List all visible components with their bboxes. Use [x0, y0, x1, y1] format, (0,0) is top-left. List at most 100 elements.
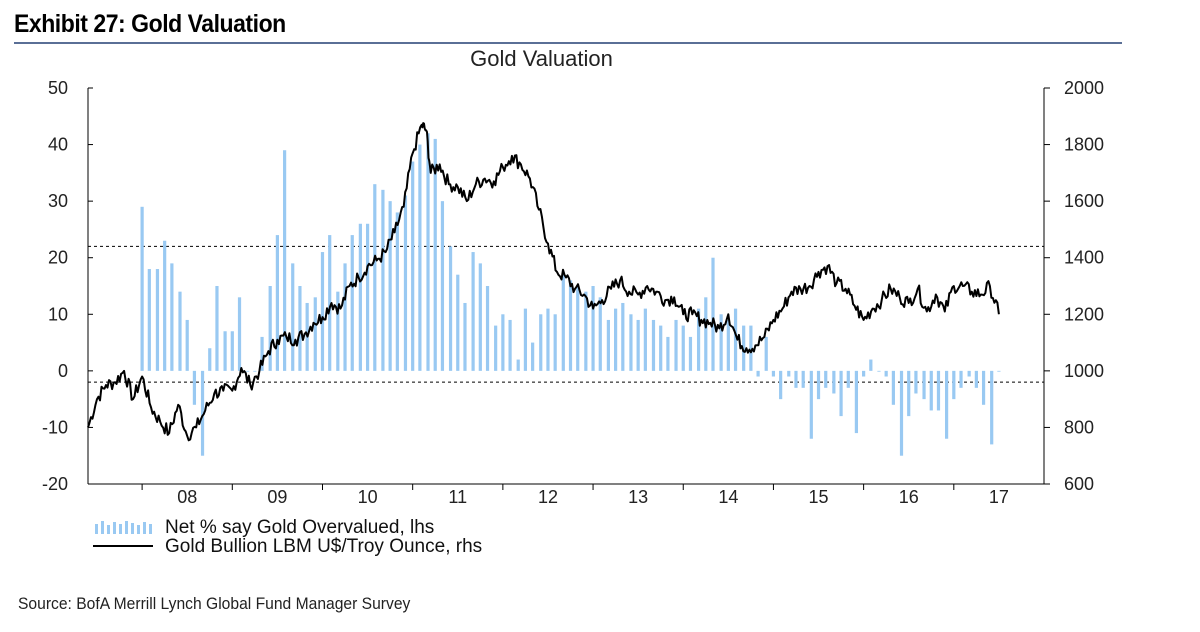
bar-43: [463, 302, 467, 371]
right-tick-label: 600: [1064, 474, 1094, 494]
right-tick-label: 800: [1064, 417, 1094, 437]
bar-19: [283, 150, 287, 371]
bar-18: [275, 235, 279, 371]
bar-68: [651, 319, 656, 371]
x-tick-label: 17: [989, 487, 1009, 507]
x-tick-label: 10: [358, 487, 378, 507]
bar-81: [749, 325, 753, 371]
left-tick-label: -20: [42, 474, 68, 494]
bar-12: [230, 331, 234, 371]
bar-113: [990, 370, 994, 445]
bar-71: [674, 319, 678, 371]
bar-53: [539, 314, 543, 371]
legend-line-label: Gold Bullion LBM U$/Troy Ounce, rhs: [165, 536, 482, 557]
bar-94: [846, 370, 850, 388]
bar-32: [381, 189, 385, 371]
bar-45: [478, 263, 482, 371]
left-tick-label: 40: [48, 135, 68, 155]
bar-61: [598, 297, 602, 371]
bar-9: [208, 348, 212, 371]
bar-72: [681, 325, 685, 371]
bar-33: [388, 201, 392, 371]
axes: [87, 88, 1045, 485]
x-tick-label: 09: [267, 487, 287, 507]
x-tick-label: 08: [177, 487, 197, 507]
bar-62: [606, 319, 610, 371]
bar-21: [298, 286, 302, 371]
bar-36: [411, 161, 415, 371]
bar-111: [974, 370, 978, 388]
bar-38: [426, 133, 430, 371]
left-tick-label: 10: [48, 304, 68, 324]
bar-47: [494, 325, 498, 371]
bar-60: [591, 286, 595, 371]
bar-41: [448, 246, 453, 371]
line-series: [87, 122, 1000, 442]
x-tick-label: 11: [448, 487, 467, 507]
chart-title: Gold Valuation: [470, 46, 613, 71]
bar-93: [839, 370, 843, 417]
bar-99: [884, 370, 888, 377]
bar-46: [485, 286, 490, 371]
bar-114: [997, 370, 1001, 372]
bar-5: [178, 291, 182, 371]
bar-25: [328, 235, 332, 371]
bar-65: [629, 314, 633, 371]
bar-64: [621, 302, 625, 371]
bar-17: [268, 286, 272, 371]
left-tick-label: 30: [48, 191, 68, 211]
bar-57: [568, 280, 573, 371]
bar-55: [553, 314, 557, 371]
left-tick-label: 0: [58, 361, 68, 381]
bar-95: [854, 370, 859, 434]
bar-87: [794, 370, 798, 388]
bar-3: [163, 240, 167, 371]
bar-16: [260, 336, 264, 371]
bar-74: [696, 308, 701, 371]
bar-23: [313, 297, 317, 371]
bar-51: [523, 308, 528, 371]
bar-77: [719, 314, 723, 371]
tick-labels: -20 -10 0 10 20 30 40 50 600 800 1000 1200 1400 1600 1…: [42, 78, 1104, 507]
bar-104: [922, 370, 926, 400]
bar-97: [869, 359, 873, 371]
bar-76: [711, 257, 715, 371]
bar-1: [147, 269, 151, 371]
x-tick-label: 16: [899, 487, 919, 507]
bar-88: [801, 370, 805, 388]
bar-27: [343, 263, 347, 371]
bar-52: [531, 342, 535, 371]
bar-84: [771, 370, 776, 377]
bar-8: [200, 370, 205, 456]
right-tick-label: 1800: [1064, 135, 1104, 155]
bar-42: [456, 274, 460, 371]
bar-110: [967, 370, 971, 377]
bar-0: [140, 206, 144, 371]
bar-112: [981, 370, 986, 405]
legend-bar-label: Net % say Gold Overvalued, lhs: [165, 517, 434, 538]
bar-29: [358, 223, 362, 371]
bar-82: [756, 370, 760, 377]
bar-37: [418, 144, 422, 371]
bar-31: [373, 184, 377, 371]
bar-108: [952, 370, 956, 400]
bar-75: [704, 297, 708, 371]
bar-39: [433, 138, 437, 371]
bar-91: [824, 370, 828, 388]
bar-24: [320, 252, 325, 371]
bar-6: [185, 319, 189, 371]
x-tick-label: 15: [809, 487, 829, 507]
bar-90: [816, 370, 821, 400]
bar-63: [614, 308, 618, 371]
bar-7: [192, 370, 197, 405]
source-note: Source: BofA Merrill Lynch Global Fund M…: [18, 594, 411, 613]
bar-66: [636, 319, 640, 371]
bar-4: [170, 263, 174, 371]
x-tick-label: 13: [628, 487, 648, 507]
bar-49: [508, 319, 512, 371]
right-tick-label: 1400: [1064, 248, 1104, 268]
x-tick-label: 12: [538, 487, 558, 507]
bar-30: [365, 223, 370, 371]
right-tick-label: 1600: [1064, 191, 1104, 211]
bar-11: [223, 331, 227, 371]
